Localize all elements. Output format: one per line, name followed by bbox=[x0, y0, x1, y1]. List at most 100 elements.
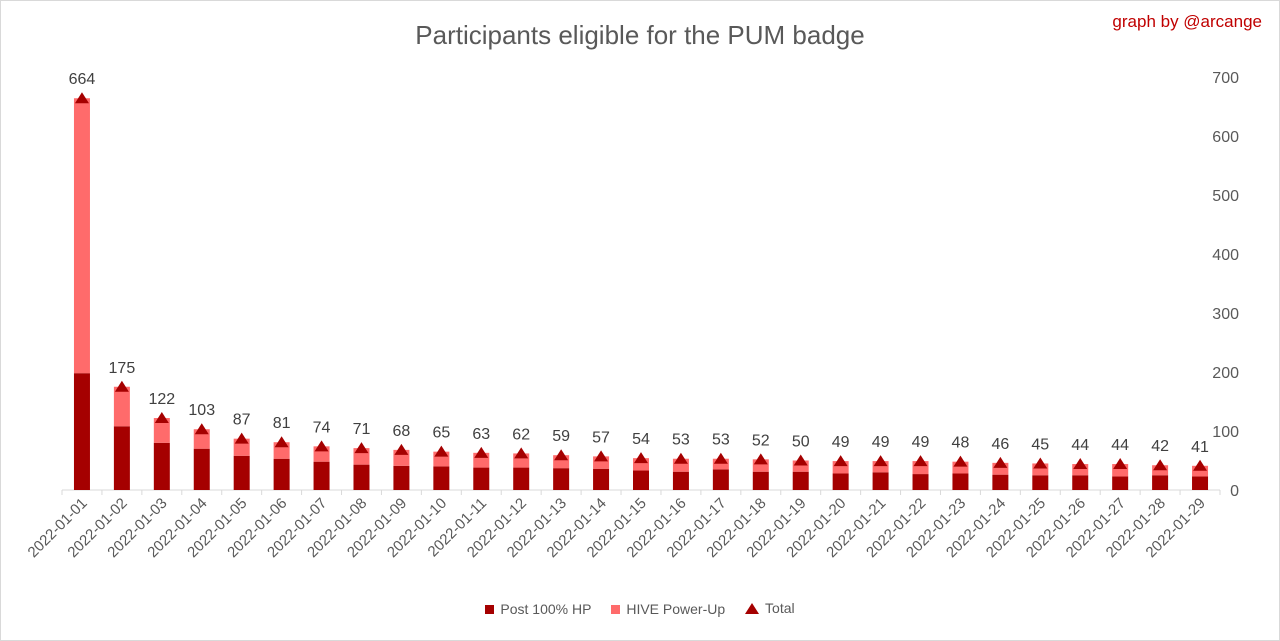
y-tick-label: 700 bbox=[1212, 70, 1239, 87]
bar-post-hp bbox=[672, 471, 689, 490]
bar-post-hp bbox=[113, 426, 130, 490]
y-tick-label: 400 bbox=[1212, 247, 1239, 264]
bar-post-hp bbox=[832, 473, 849, 490]
legend-triangle-icon bbox=[745, 602, 760, 614]
bar-power-up bbox=[1152, 465, 1169, 476]
total-marker bbox=[394, 443, 409, 455]
total-data-label: 49 bbox=[872, 434, 890, 451]
bar-post-hp bbox=[313, 461, 330, 490]
total-marker bbox=[594, 450, 609, 462]
total-data-label: 42 bbox=[1151, 438, 1169, 455]
bar-power-up bbox=[712, 458, 729, 470]
bar-post-hp bbox=[153, 442, 170, 490]
total-marker bbox=[1033, 457, 1048, 469]
bar-power-up bbox=[1072, 464, 1089, 476]
total-marker bbox=[154, 412, 169, 424]
legend-item-power-up: HIVE Power-Up bbox=[611, 601, 725, 617]
total-marker bbox=[514, 447, 529, 459]
total-data-label: 103 bbox=[188, 402, 215, 419]
total-marker bbox=[673, 452, 688, 464]
total-marker bbox=[274, 436, 289, 448]
total-data-label: 49 bbox=[832, 434, 850, 451]
legend-item-post-hp: Post 100% HP bbox=[485, 601, 591, 617]
bar-post-hp bbox=[193, 448, 210, 490]
chart-credit: graph by @arcange bbox=[1112, 12, 1262, 31]
total-data-label: 49 bbox=[912, 434, 930, 451]
legend-label-post-hp: Post 100% HP bbox=[500, 601, 592, 617]
total-marker bbox=[554, 449, 569, 461]
bar-post-hp bbox=[553, 468, 570, 490]
total-marker bbox=[1113, 458, 1128, 470]
bar-post-hp bbox=[393, 465, 410, 490]
y-tick-label: 500 bbox=[1212, 188, 1239, 205]
total-marker bbox=[634, 452, 648, 464]
legend-item-total: Total bbox=[745, 600, 795, 616]
bar-post-hp bbox=[1032, 475, 1049, 490]
y-tick-label: 100 bbox=[1212, 424, 1239, 441]
total-marker bbox=[194, 423, 209, 435]
legend-label-power-up: HIVE Power-Up bbox=[626, 601, 726, 617]
bar-power-up bbox=[1032, 463, 1049, 476]
bar-post-hp bbox=[712, 469, 729, 490]
bar-post-hp bbox=[633, 470, 649, 490]
total-data-label: 45 bbox=[1031, 436, 1049, 453]
bar-power-up bbox=[73, 98, 90, 374]
total-marker bbox=[354, 442, 369, 454]
total-data-label: 44 bbox=[1111, 437, 1129, 454]
bar-post-hp bbox=[73, 373, 90, 490]
total-data-label: 74 bbox=[313, 419, 331, 436]
total-marker bbox=[1073, 458, 1088, 470]
total-marker bbox=[993, 456, 1008, 468]
total-data-label: 52 bbox=[752, 432, 770, 449]
chart-legend: Post 100% HP HIVE Power-Up Total bbox=[0, 600, 1280, 617]
bar-post-hp bbox=[792, 471, 809, 490]
legend-label-total: Total bbox=[765, 600, 795, 616]
total-data-label: 50 bbox=[792, 434, 810, 451]
bar-post-hp bbox=[233, 455, 250, 490]
y-tick-label: 600 bbox=[1212, 129, 1239, 146]
bar-power-up bbox=[153, 418, 170, 443]
legend-swatch-power-up bbox=[611, 604, 621, 614]
bar-post-hp bbox=[513, 467, 530, 490]
total-data-label: 54 bbox=[632, 431, 650, 448]
total-data-label: 81 bbox=[273, 415, 291, 432]
total-marker bbox=[1193, 459, 1208, 471]
bar-post-hp bbox=[1152, 475, 1169, 490]
bar-post-hp bbox=[1112, 476, 1129, 490]
legend-swatch-post-hp bbox=[485, 604, 495, 614]
bar-post-hp bbox=[752, 471, 769, 490]
total-data-label: 63 bbox=[472, 426, 490, 443]
bar-post-hp bbox=[1072, 475, 1089, 490]
total-marker bbox=[74, 92, 89, 104]
total-marker bbox=[753, 453, 768, 465]
bar-post-hp bbox=[353, 464, 370, 490]
y-tick-label: 300 bbox=[1212, 306, 1239, 323]
bar-power-up bbox=[792, 460, 809, 472]
total-marker bbox=[1153, 459, 1168, 471]
bar-power-up bbox=[952, 461, 969, 474]
bar-post-hp bbox=[912, 474, 929, 490]
total-marker bbox=[234, 432, 249, 444]
total-data-label: 664 bbox=[69, 71, 96, 88]
total-marker bbox=[114, 380, 129, 392]
bar-post-hp bbox=[952, 473, 969, 490]
bar-post-hp bbox=[992, 474, 1009, 490]
bar-power-up bbox=[872, 461, 889, 473]
total-marker bbox=[474, 446, 489, 458]
total-data-label: 59 bbox=[552, 428, 570, 445]
total-data-label: 87 bbox=[233, 412, 251, 429]
bar-power-up bbox=[1192, 465, 1209, 477]
bar-post-hp bbox=[273, 458, 290, 490]
total-data-label: 57 bbox=[592, 429, 610, 446]
total-data-label: 53 bbox=[672, 432, 690, 449]
total-data-label: 68 bbox=[393, 423, 411, 440]
total-data-label: 122 bbox=[148, 391, 175, 408]
total-marker bbox=[913, 455, 928, 467]
total-marker bbox=[314, 440, 329, 452]
total-marker bbox=[793, 454, 808, 466]
total-data-label: 48 bbox=[952, 435, 970, 452]
total-data-label: 65 bbox=[432, 425, 450, 442]
bar-post-hp bbox=[473, 467, 490, 490]
